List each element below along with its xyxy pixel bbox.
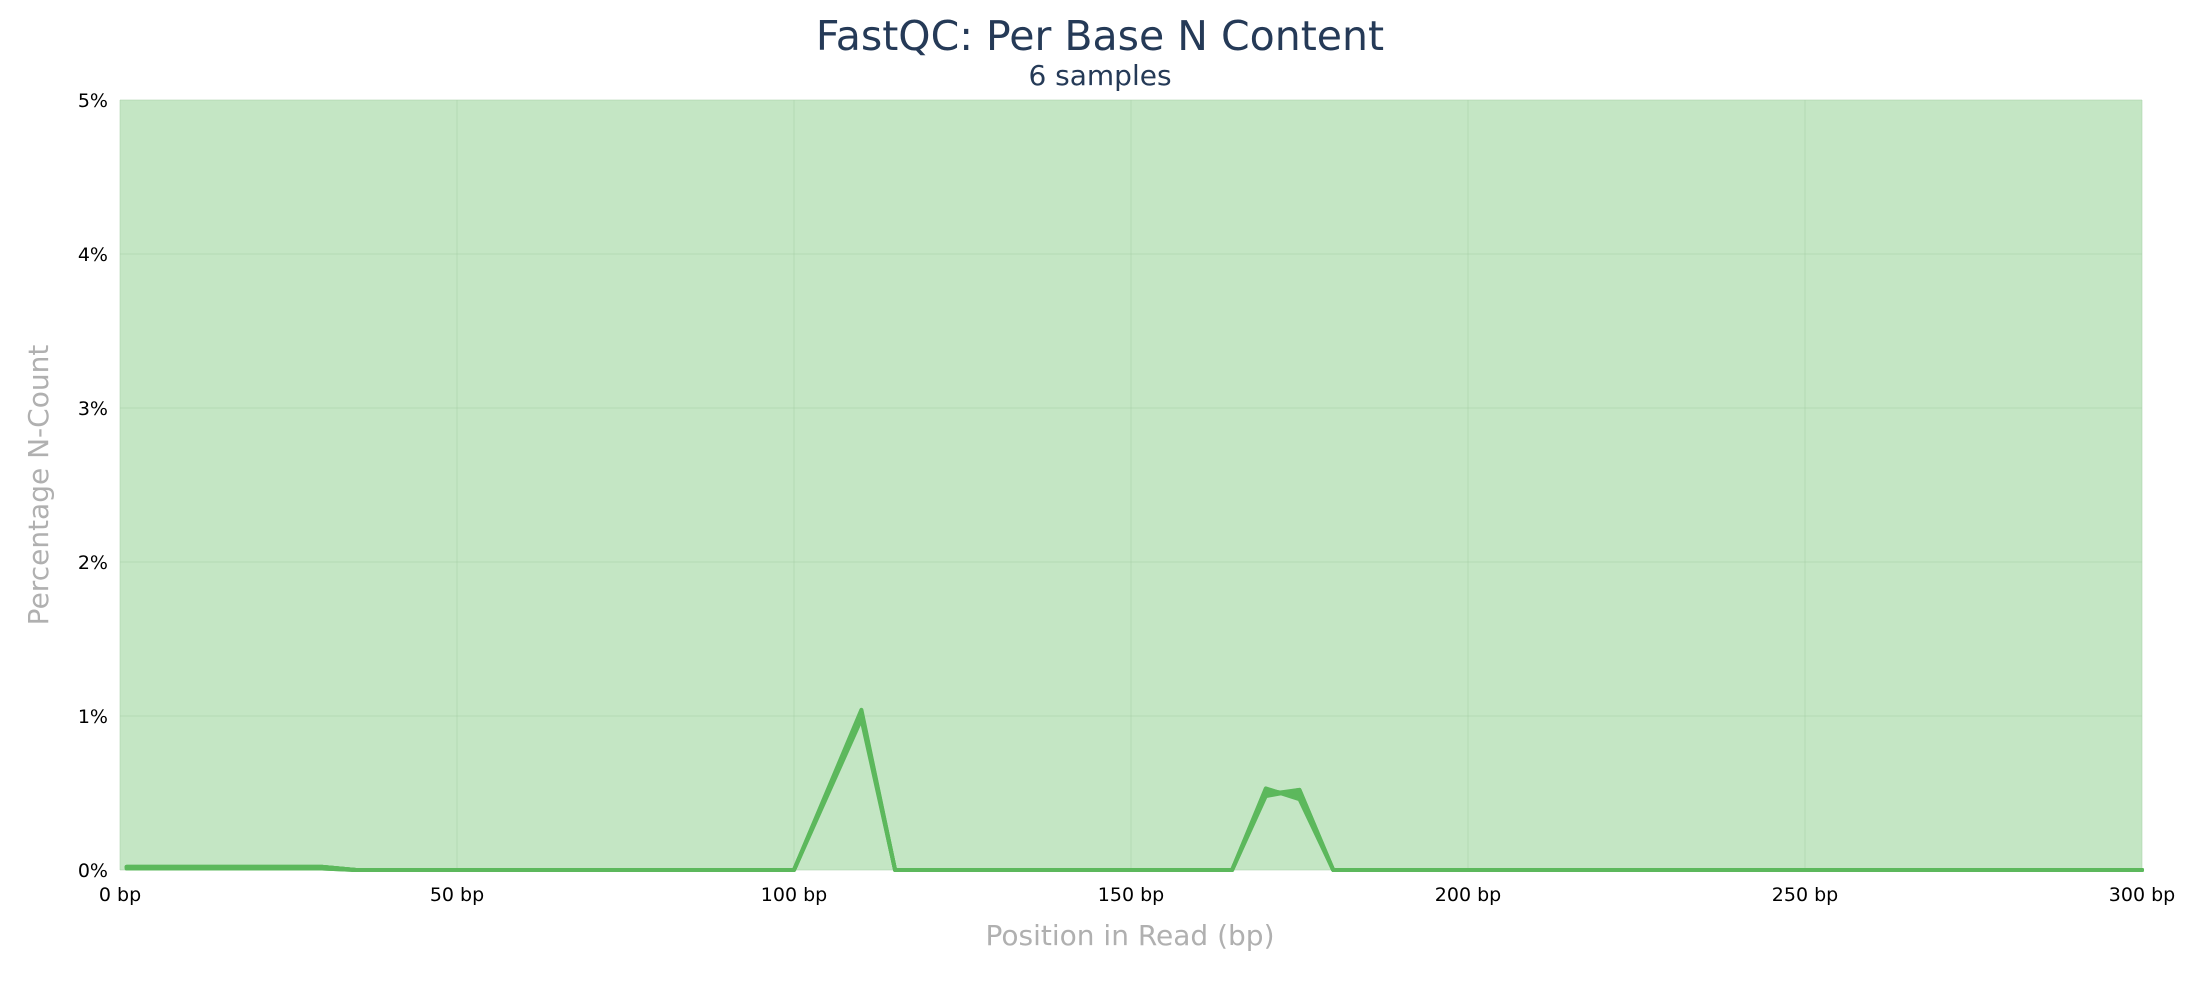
y-tick-label: 0% bbox=[78, 860, 108, 882]
chart-title: FastQC: Per Base N Content bbox=[816, 12, 1384, 60]
x-tick-label: 0 bp bbox=[99, 884, 141, 906]
x-tick-label: 50 bp bbox=[430, 884, 484, 906]
y-tick-label: 1% bbox=[78, 706, 108, 728]
y-tick-label: 2% bbox=[78, 552, 108, 574]
x-tick-label: 300 bp bbox=[2109, 884, 2175, 906]
y-axis-ticks: 0% 1% 2% 3% 4% 5% bbox=[78, 90, 108, 882]
chart-subtitle: 6 samples bbox=[1028, 59, 1171, 92]
x-tick-label: 100 bp bbox=[761, 884, 827, 906]
x-axis-ticks: 0 bp 50 bp 100 bp 150 bp 200 bp 250 bp 300 bp bbox=[99, 884, 2175, 906]
y-tick-label: 4% bbox=[78, 244, 108, 266]
series-lines bbox=[124, 707, 2144, 872]
x-axis-label: Position in Read (bp) bbox=[986, 919, 1275, 952]
x-tick-label: 250 bp bbox=[1772, 884, 1838, 906]
y-axis-label: Percentage N-Count bbox=[22, 345, 55, 626]
y-tick-label: 3% bbox=[78, 398, 108, 420]
series-line bbox=[124, 712, 2144, 872]
x-tick-label: 150 bp bbox=[1098, 884, 1164, 906]
x-tick-label: 200 bp bbox=[1435, 884, 1501, 906]
y-tick-label: 5% bbox=[78, 90, 108, 112]
